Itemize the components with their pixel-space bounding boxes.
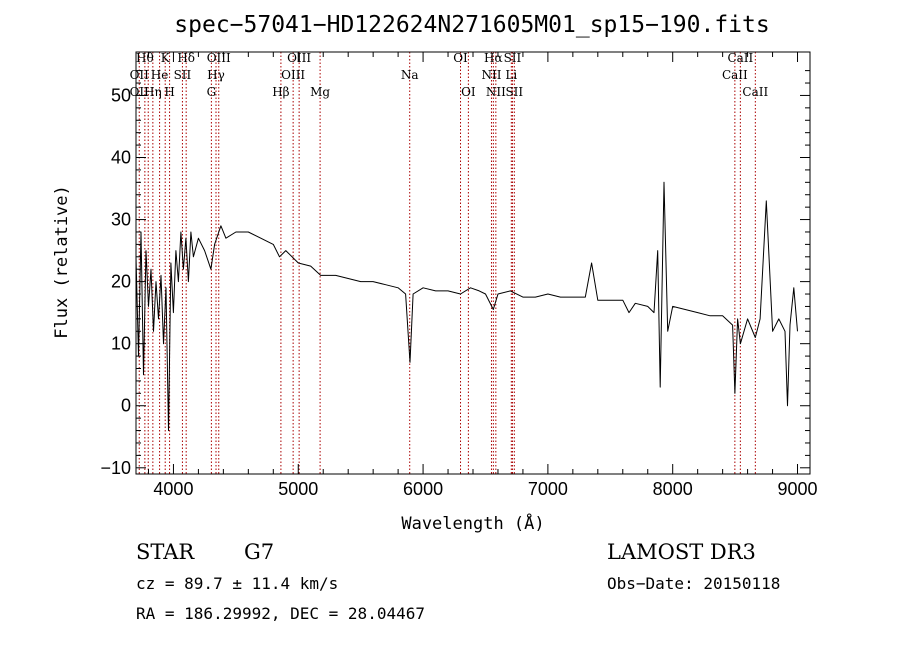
x-tick-label: 5000: [278, 479, 318, 499]
y-tick-label: 10: [111, 334, 131, 354]
y-tick-label: 50: [111, 85, 131, 105]
spectral-line-label: CaII: [727, 51, 753, 65]
spectral-line-label: SII: [174, 68, 192, 82]
survey-name: LAMOST DR3: [607, 540, 756, 564]
spectral-line-label: NII: [481, 68, 501, 82]
spectral-line-label: Hβ: [272, 85, 289, 99]
x-tick-label: 6000: [403, 479, 443, 499]
y-tick-label: 30: [111, 210, 131, 230]
object-subclass: G7: [244, 540, 274, 564]
spectrum-line: [135, 181, 798, 432]
chart-title: spec−57041−HD122624N271605M01_sp15−190.f…: [174, 12, 769, 38]
spectral-line-label: NII: [486, 85, 506, 99]
redshift-velocity: cz = 89.7 ± 11.4 km/s: [136, 574, 338, 593]
spectral-line-label: Li: [505, 68, 517, 82]
x-axis-label: Wavelength (Å): [401, 512, 544, 534]
y-tick-label: −10: [100, 458, 131, 478]
y-axis-label: Flux (relative): [52, 185, 72, 339]
x-axis-ticks: 4000 5000 6000 7000 8000 9000: [147, 52, 818, 499]
spectral-line-label: OIII: [287, 51, 311, 65]
spectral-line-label: OII: [130, 68, 150, 82]
spectral-line-labels: OIIOIIHθHηHeKHSIIHδGHγOIIIHβOIIIOIIIMgNa…: [130, 51, 769, 99]
spectral-line-label: SII: [504, 51, 522, 65]
x-tick-label: 9000: [777, 479, 817, 499]
spectral-line-label: Hθ: [136, 51, 154, 65]
spectral-line-label: OI: [453, 51, 468, 65]
spectral-line-label: CaII: [742, 85, 768, 99]
y-tick-label: 0: [121, 396, 131, 416]
y-tick-label: 20: [111, 272, 131, 292]
spectral-line-label: Mg: [310, 85, 330, 99]
object-class: STAR: [136, 540, 195, 564]
y-tick-label: 40: [111, 148, 131, 168]
spectral-line-label: CaII: [722, 68, 748, 82]
x-tick-label: 7000: [528, 479, 568, 499]
spectral-line-label: SII: [505, 85, 523, 99]
spectral-line-label: He: [151, 68, 169, 82]
sky-coordinates: RA = 186.29992, DEC = 28.04467: [136, 604, 425, 623]
spectral-line-label: OIII: [281, 68, 305, 82]
observation-date: Obs−Date: 20150118: [607, 574, 780, 593]
spectral-line-label: K: [161, 51, 171, 65]
spectral-line-label: OIII: [207, 51, 231, 65]
spectral-line-label: Hγ: [207, 68, 225, 82]
spectral-line-label: Hδ: [177, 51, 195, 65]
spectral-line-label: G: [207, 85, 217, 99]
spectral-line-label: Na: [401, 68, 419, 82]
x-tick-label: 4000: [153, 479, 193, 499]
x-tick-label: 8000: [653, 479, 693, 499]
spectral-line-label: H: [164, 85, 174, 99]
spectral-line-label: Hα: [484, 51, 503, 65]
spectral-line-label: Hη: [144, 85, 162, 99]
y-axis-ticks: −10 0 10 20 30 40 50: [100, 70, 810, 478]
spectral-line-label: OI: [461, 85, 476, 99]
